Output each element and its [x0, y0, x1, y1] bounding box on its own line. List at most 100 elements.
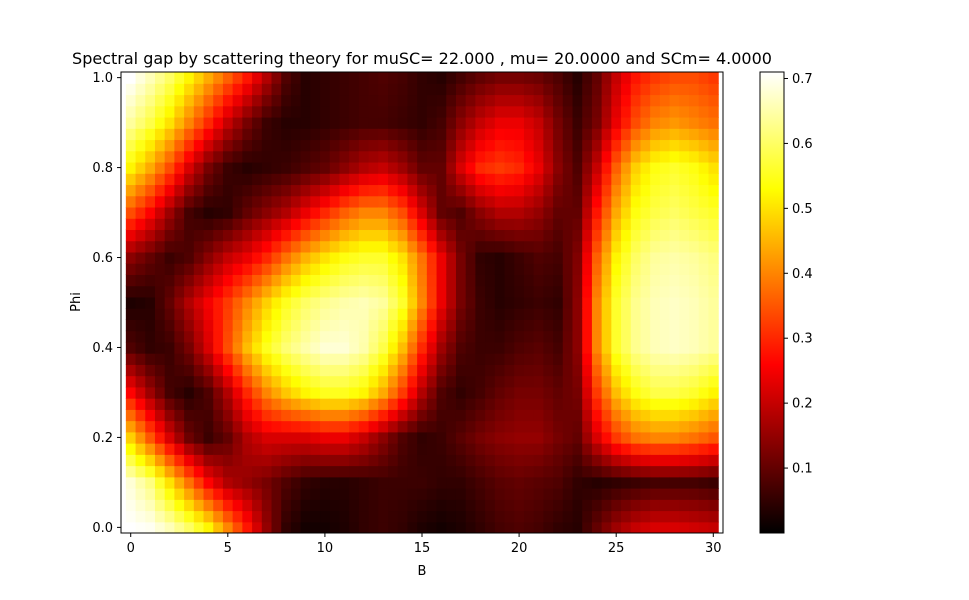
- heatmap-cell: [650, 386, 661, 399]
- heatmap-cell: [426, 499, 438, 512]
- heatmap-cell: [232, 353, 243, 365]
- heatmap-cell: [125, 386, 137, 399]
- heatmap-cell: [426, 105, 438, 118]
- heatmap-cell: [533, 218, 544, 231]
- heatmap-cell: [222, 319, 234, 332]
- heatmap-cell: [368, 139, 379, 152]
- heatmap-cell: [523, 161, 535, 174]
- heatmap-cell: [572, 105, 583, 118]
- heatmap-cell: [407, 150, 418, 163]
- heatmap-cell: [417, 173, 428, 186]
- heatmap-cell: [358, 218, 370, 231]
- heatmap-cell: [708, 386, 719, 399]
- heatmap-cell: [650, 319, 661, 332]
- heatmap-cell: [154, 195, 166, 208]
- heatmap-cell: [455, 454, 467, 467]
- heatmap-cell: [601, 161, 612, 174]
- heatmap-cell: [407, 195, 418, 208]
- heatmap-cell: [669, 206, 680, 219]
- heatmap-cell: [339, 116, 350, 129]
- heatmap-cell: [378, 94, 389, 107]
- heatmap-cell: [523, 184, 535, 197]
- heatmap-cell: [261, 510, 273, 523]
- heatmap-cell: [679, 476, 690, 489]
- heatmap-cell: [407, 476, 418, 489]
- heatmap-cell: [135, 319, 146, 332]
- heatmap-cell: [582, 173, 593, 186]
- heatmap-cell: [135, 398, 146, 410]
- heatmap-cell: [388, 375, 399, 388]
- heatmap-cell: [388, 341, 399, 354]
- heatmap-cell: [504, 330, 515, 343]
- heatmap-cell: [582, 409, 593, 422]
- heatmap-cell: [514, 195, 525, 208]
- heatmap-cell: [320, 431, 331, 444]
- heatmap-cell: [417, 206, 428, 219]
- heatmap-cell: [252, 229, 263, 242]
- heatmap-cell: [543, 274, 554, 287]
- heatmap-cell: [650, 206, 661, 219]
- heatmap-cell: [543, 521, 554, 533]
- heatmap-cell: [514, 510, 525, 523]
- heatmap-cell: [310, 206, 321, 219]
- heatmap-cell: [310, 488, 321, 500]
- heatmap-cell: [640, 465, 651, 478]
- heatmap-cell: [689, 72, 700, 84]
- heatmap-cell: [242, 105, 253, 118]
- heatmap-cell: [485, 521, 496, 533]
- heatmap-cell: [222, 431, 234, 444]
- heatmap-cell: [290, 128, 302, 141]
- heatmap-cell: [368, 476, 379, 489]
- heatmap-cell: [475, 330, 486, 343]
- heatmap-cell: [407, 263, 418, 275]
- heatmap-cell: [300, 184, 311, 197]
- heatmap-cell: [446, 173, 457, 186]
- heatmap-cell: [494, 341, 506, 354]
- heatmap-cell: [417, 398, 428, 410]
- heatmap-cell: [455, 409, 467, 422]
- heatmap-cell: [621, 431, 632, 444]
- heatmap-cell: [630, 285, 642, 298]
- heatmap-cell: [281, 94, 292, 107]
- heatmap-cell: [378, 420, 389, 433]
- heatmap-cell: [281, 386, 292, 399]
- heatmap-cell: [203, 443, 214, 455]
- heatmap-cell: [320, 139, 331, 152]
- heatmap-cell: [621, 195, 632, 208]
- heatmap-cell: [562, 240, 574, 253]
- heatmap-cell: [145, 229, 156, 242]
- heatmap-cell: [300, 510, 311, 523]
- heatmap-cell: [514, 330, 525, 343]
- heatmap-cell: [669, 319, 680, 332]
- heatmap-cell: [339, 341, 350, 354]
- heatmap-cell: [300, 72, 311, 84]
- heatmap-cell: [310, 240, 321, 253]
- heatmap-cell: [135, 443, 146, 455]
- heatmap-cell: [281, 263, 292, 275]
- heatmap-cell: [446, 375, 457, 388]
- heatmap-cell: [125, 150, 137, 163]
- heatmap-cell: [591, 398, 603, 410]
- heatmap-cell: [388, 251, 399, 264]
- heatmap-cell: [475, 499, 486, 512]
- heatmap-cell: [504, 398, 515, 410]
- heatmap-cell: [591, 218, 603, 231]
- heatmap-cell: [378, 195, 389, 208]
- heatmap-cell: [388, 465, 399, 478]
- heatmap-cell: [494, 488, 506, 500]
- heatmap-cell: [698, 296, 710, 309]
- heatmap-cell: [135, 128, 146, 141]
- heatmap-cell: [562, 218, 574, 231]
- heatmap-cell: [368, 285, 379, 298]
- heatmap-cell: [290, 206, 302, 219]
- heatmap-cell: [601, 499, 612, 512]
- heatmap-cell: [514, 353, 525, 365]
- heatmap-cell: [436, 285, 447, 298]
- heatmap-cell: [300, 465, 311, 478]
- heatmap-cell: [290, 319, 302, 332]
- heatmap-cell: [659, 128, 671, 141]
- heatmap-cell: [125, 431, 137, 444]
- heatmap-cell: [494, 521, 506, 533]
- heatmap-cell: [436, 206, 447, 219]
- heatmap-cell: [485, 420, 496, 433]
